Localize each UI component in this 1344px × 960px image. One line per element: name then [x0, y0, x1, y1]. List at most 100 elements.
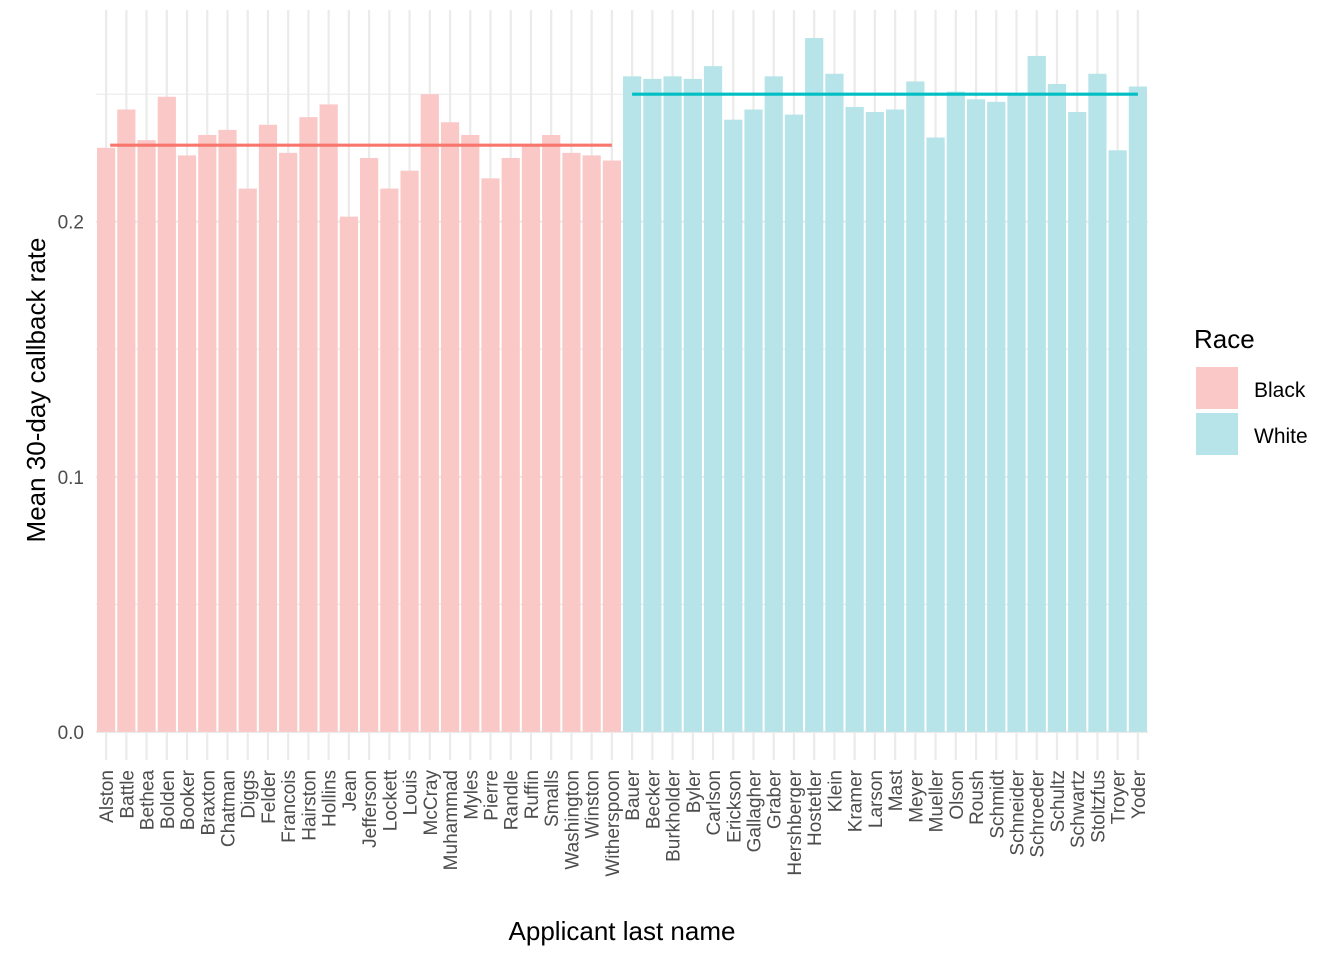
bar-schroeder [1027, 55, 1046, 732]
bar-jean [339, 216, 358, 732]
x-tick-label: Mueller [927, 769, 948, 832]
x-tick-label: Becker [643, 769, 664, 829]
bar-pierre [481, 178, 500, 732]
x-tick-label: Schultz [1048, 770, 1069, 832]
mean-lines-layer [110, 92, 1138, 147]
bar-schultz [1047, 83, 1067, 732]
x-tick-label: Byler [684, 769, 705, 813]
x-tick-label: Hostetler [805, 769, 826, 846]
bar-felder [258, 124, 278, 732]
x-tick-label: Erickson [724, 770, 745, 843]
legend: Race Black White [1194, 324, 1308, 455]
x-tick-label: Hershberger [785, 769, 806, 875]
x-tick-label: Graber [765, 769, 786, 829]
bar-carlson [703, 66, 723, 732]
bar-booker [177, 155, 197, 732]
x-tick-label: Winston [583, 770, 604, 839]
bar-jefferson [360, 157, 379, 732]
x-tick-label: Gallagher [745, 769, 766, 852]
x-tick-label: Braxton [198, 770, 219, 835]
x-tick-label: Hollins [320, 770, 341, 827]
bar-braxton [198, 135, 217, 732]
x-tick-label: Troyer [1109, 769, 1130, 824]
bar-meyer [906, 81, 925, 732]
x-tick-label: Witherspoon [603, 770, 624, 877]
bar-hollins [319, 104, 338, 732]
legend-label-black: Black [1254, 379, 1306, 402]
x-tick-label: Myles [461, 770, 482, 820]
x-tick-label: Booker [178, 769, 199, 830]
x-tick-label: Roush [967, 770, 988, 825]
bar-schmidt [987, 101, 1006, 732]
bar-graber [764, 76, 783, 732]
bar-smalls [542, 135, 561, 732]
x-tick-label: Washington [562, 770, 583, 870]
x-tick-label: Schroeder [1028, 769, 1049, 857]
bar-bolden [157, 96, 176, 732]
x-tick-label: Jefferson [360, 770, 381, 848]
x-tick-label: Bolden [158, 770, 179, 829]
bar-francois [279, 152, 298, 732]
y-tick-label: 0.2 [58, 213, 84, 234]
bar-randle [501, 157, 520, 732]
y-axis: 0.0 0.1 0.2 [58, 213, 84, 744]
x-tick-label: Schwartz [1068, 770, 1089, 848]
x-tick-label: Larson [866, 770, 887, 828]
y-axis-title: Mean 30-day callback rate [21, 238, 51, 543]
x-tick-label: Olson [947, 770, 968, 820]
bar-schneider [1007, 94, 1026, 732]
bar-louis [400, 170, 419, 732]
bar-chatman [218, 129, 237, 732]
x-tick-label: Hairston [299, 770, 320, 841]
x-tick-label: Francois [279, 770, 300, 843]
x-tick-label: Yoder [1129, 769, 1150, 819]
x-tick-label: Schneider [1008, 769, 1029, 855]
x-tick-label: Jean [340, 770, 361, 811]
x-tick-label: Battle [117, 770, 138, 819]
x-tick-label: Felder [259, 769, 280, 824]
x-tick-label: Bethea [138, 770, 159, 831]
bar-hershberger [784, 114, 804, 732]
x-tick-label: Chatman [219, 770, 240, 847]
bar-diggs [238, 188, 257, 732]
legend-swatch-black [1196, 367, 1238, 409]
x-tick-label: Burkholder [664, 769, 685, 862]
bar-stoltzfus [1088, 73, 1107, 732]
bar-hairston [299, 117, 318, 732]
bar-larson [865, 112, 884, 732]
bar-mccray [420, 94, 439, 732]
bar-troyer [1108, 150, 1127, 732]
x-tick-label: Lockett [380, 769, 401, 831]
x-tick-label: Smalls [542, 770, 563, 827]
x-tick-label: Alston [97, 770, 118, 823]
bar-washington [562, 152, 581, 732]
x-tick-label: Ruffin [522, 770, 543, 819]
legend-title: Race [1194, 324, 1255, 354]
bar-lockett [380, 188, 399, 732]
bar-mueller [926, 137, 945, 732]
y-tick-label: 0.0 [58, 723, 84, 744]
bar-myles [461, 135, 480, 732]
x-tick-label: Bauer [623, 769, 644, 820]
bar-mast [886, 109, 905, 732]
bar-burkholder [663, 76, 682, 732]
bar-ruffin [521, 145, 541, 732]
bar-bauer [623, 76, 642, 732]
bar-muhammad [440, 122, 460, 732]
bar-battle [117, 109, 136, 732]
bar-becker [643, 78, 662, 732]
bar-alston [97, 147, 116, 732]
bar-witherspoon [602, 160, 621, 732]
bar-kramer [845, 106, 864, 732]
x-tick-label: Diggs [239, 770, 260, 819]
bar-klein [825, 73, 844, 732]
x-tick-label: Pierre [482, 770, 503, 821]
y-tick-label: 0.1 [58, 468, 84, 489]
bar-byler [683, 78, 702, 732]
x-tick-label: Klein [825, 770, 846, 812]
x-tick-label: Muhammad [441, 770, 462, 870]
legend-swatch-white [1196, 413, 1238, 455]
bar-bethea [137, 140, 156, 732]
bar-olson [946, 91, 965, 732]
